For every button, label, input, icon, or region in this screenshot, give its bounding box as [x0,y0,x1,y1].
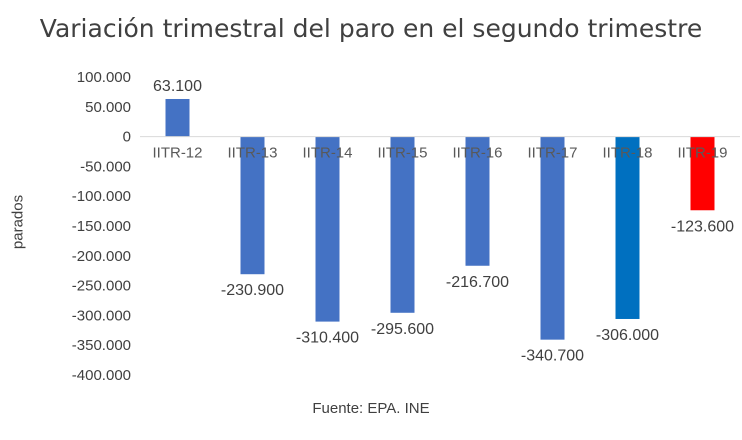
y-tick-label: 0 [123,129,131,146]
y-tick-label: -400.000 [72,367,131,384]
bar [540,136,565,340]
y-tick-label: -200.000 [72,248,131,265]
y-axis-title: parados [9,194,27,250]
data-label: 63.100 [153,78,202,95]
y-tick-label: -350.000 [72,337,131,354]
y-tick-label: 100.000 [77,69,131,86]
chart-source: Fuente: EPA. INE [312,400,430,417]
x-tick-label: IITR-17 [527,145,577,162]
bar [240,136,265,275]
data-label: -230.900 [221,282,284,299]
x-tick-label: IITR-19 [677,145,727,162]
x-tick-label: IITR-16 [452,145,502,162]
x-tick-label: IITR-12 [152,145,202,162]
data-label: -310.400 [296,330,359,347]
y-tick-label: -150.000 [72,218,131,235]
x-tick-label: IITR-18 [602,145,652,162]
y-tick-label: -100.000 [72,188,131,205]
bar [165,98,190,137]
bar [390,136,415,313]
x-tick-label: IITR-14 [302,145,352,162]
bar [690,136,715,211]
y-tick-label: -250.000 [72,278,131,295]
data-label: -340.700 [521,348,584,365]
data-label: -295.600 [371,321,434,338]
bar [615,136,640,319]
data-label: -123.600 [671,218,734,235]
y-tick-label: -300.000 [72,307,131,324]
x-tick-label: IITR-15 [377,145,427,162]
y-tick-label: -50.000 [80,158,131,175]
data-label: -216.700 [446,274,509,291]
y-tick-label: 50.000 [85,99,131,116]
data-label: -306.000 [596,327,659,344]
chart-title: Variación trimestral del paro en el segu… [39,14,703,43]
x-tick-label: IITR-13 [227,145,277,162]
bar [315,136,340,322]
bar [465,136,490,266]
